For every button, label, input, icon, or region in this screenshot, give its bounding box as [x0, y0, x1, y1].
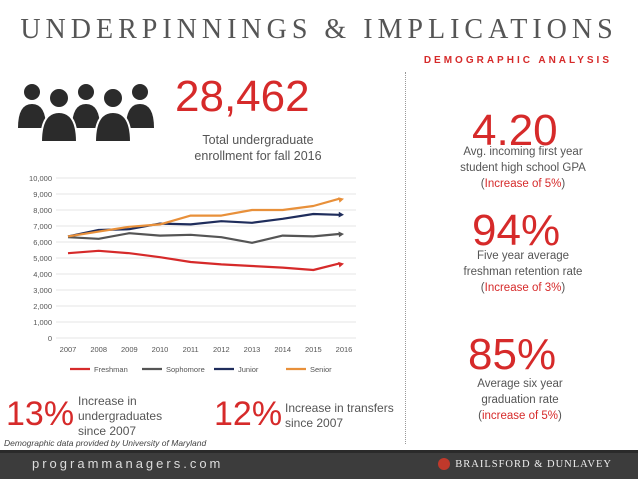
retention-caption: Five year average freshman retention rat… — [448, 248, 598, 296]
people-group-icon — [18, 84, 154, 143]
y-tick-label: 7,000 — [33, 222, 52, 231]
brand-crest-icon — [438, 458, 451, 470]
y-tick-label: 3,000 — [33, 286, 52, 295]
legend-label-junior: Junior — [238, 365, 259, 374]
section-subtitle: DEMOGRAPHIC ANALYSIS — [423, 55, 612, 66]
retention-change: (Increase of 3%) — [448, 280, 598, 296]
series-line-junior — [67, 212, 340, 238]
x-tick-label: 2009 — [121, 345, 138, 354]
series-arrow-freshman — [338, 261, 344, 268]
x-tick-label: 2008 — [90, 345, 107, 354]
x-tick-label: 2012 — [213, 345, 230, 354]
enrollment-caption-line: enrollment for fall 2016 — [194, 149, 322, 163]
gpa-caption: Avg. incoming first year student high sc… — [448, 144, 598, 192]
footer-website-link[interactable]: programmanagers.com — [32, 456, 224, 471]
gpa-change: (Increase of 5%) — [448, 176, 598, 192]
legend-label-freshman: Freshman — [94, 365, 128, 374]
x-tick-label: 2014 — [274, 345, 291, 354]
graduation-caption-line: Average six year — [477, 378, 563, 390]
series-arrow-senior — [338, 197, 344, 203]
retention-value: 94% — [472, 206, 561, 255]
x-tick-label: 2010 — [152, 345, 169, 354]
footer-bar — [0, 450, 638, 479]
transfer-increase-caption: Increase in transfers since 2007 — [285, 401, 405, 431]
enrollment-line-chart: 0 1,000 2,000 3,000 4,000 5,000 6,000 7,000 8,00… — [29, 174, 356, 374]
vertical-divider — [405, 72, 406, 444]
graduation-value: 85% — [468, 330, 557, 379]
y-tick-label: 6,000 — [33, 238, 52, 247]
caption-line: since 2007 — [78, 424, 137, 438]
x-tick-label: 2015 — [305, 345, 322, 354]
enrollment-value: 28,462 — [175, 72, 310, 121]
y-tick-label: 2,000 — [33, 302, 52, 311]
graduation-caption: Average six year graduation rate (increa… — [455, 376, 585, 424]
undergrad-increase-value: 13% — [6, 395, 75, 433]
series-line-freshman — [67, 249, 340, 272]
x-tick-label: 2013 — [244, 345, 261, 354]
caption-line: Increase in — [78, 394, 137, 408]
caption-line: Increase in transfers — [285, 401, 394, 415]
footer-brand-name: BRAILSFORD & DUNLAVEY — [455, 458, 612, 470]
retention-caption-line: freshman retention rate — [463, 266, 583, 278]
graduation-change: (increase of 5%) — [455, 408, 585, 424]
series-line-senior — [67, 197, 340, 238]
enrollment-caption-line: Total undergraduate — [202, 133, 314, 147]
undergrad-increase-caption: Increase in undergraduates since 2007 — [78, 394, 188, 439]
footer-stripe — [0, 450, 638, 453]
footer-brand: BRAILSFORD & DUNLAVEY — [438, 458, 612, 470]
y-tick-label: 10,000 — [29, 174, 52, 183]
paren-open: ( — [480, 178, 485, 190]
retention-change-text: Increase of 3% — [484, 282, 562, 294]
x-tick-label: 2011 — [183, 345, 199, 354]
retention-caption-line: Five year average — [476, 250, 570, 262]
paren-close: ) — [561, 282, 566, 294]
data-source-note: Demographic data provided by University … — [4, 438, 207, 448]
graduation-change-text: increase of 5% — [481, 410, 559, 422]
paren-open: ( — [480, 282, 485, 294]
series-line-sophomore — [67, 232, 340, 244]
y-tick-label: 9,000 — [33, 190, 52, 199]
x-tick-label: 2016 — [336, 345, 353, 354]
paren-close: ) — [558, 410, 562, 422]
transfer-increase-value: 12% — [214, 395, 283, 433]
page-title: UNDERPINNINGS & IMPLICATIONS — [20, 14, 618, 45]
caption-line: undergraduates — [78, 409, 163, 423]
x-tick-label: 2007 — [60, 345, 77, 354]
y-tick-label: 1,000 — [33, 318, 52, 327]
y-tick-label: 5,000 — [33, 254, 52, 263]
graduation-caption-line: graduation rate — [481, 394, 559, 406]
gpa-change-text: Increase of 5% — [484, 178, 562, 190]
paren-open: ( — [478, 410, 482, 422]
gpa-value: 4.20 — [472, 106, 558, 155]
enrollment-caption: Total undergraduate enrollment for fall … — [178, 132, 338, 164]
gpa-caption-line: Avg. incoming first year — [463, 146, 583, 158]
y-tick-label: 8,000 — [33, 206, 52, 215]
paren-close: ) — [561, 178, 566, 190]
series-arrow-junior — [338, 211, 344, 218]
gpa-caption-line: student high school GPA — [460, 162, 586, 174]
caption-line: since 2007 — [285, 416, 344, 430]
legend-label-senior: Senior — [310, 365, 332, 374]
y-tick-label: 0 — [48, 334, 52, 343]
legend-label-sophomore: Sophomore — [166, 365, 205, 374]
series-arrow-sophomore — [338, 231, 344, 238]
y-tick-label: 4,000 — [33, 270, 52, 279]
